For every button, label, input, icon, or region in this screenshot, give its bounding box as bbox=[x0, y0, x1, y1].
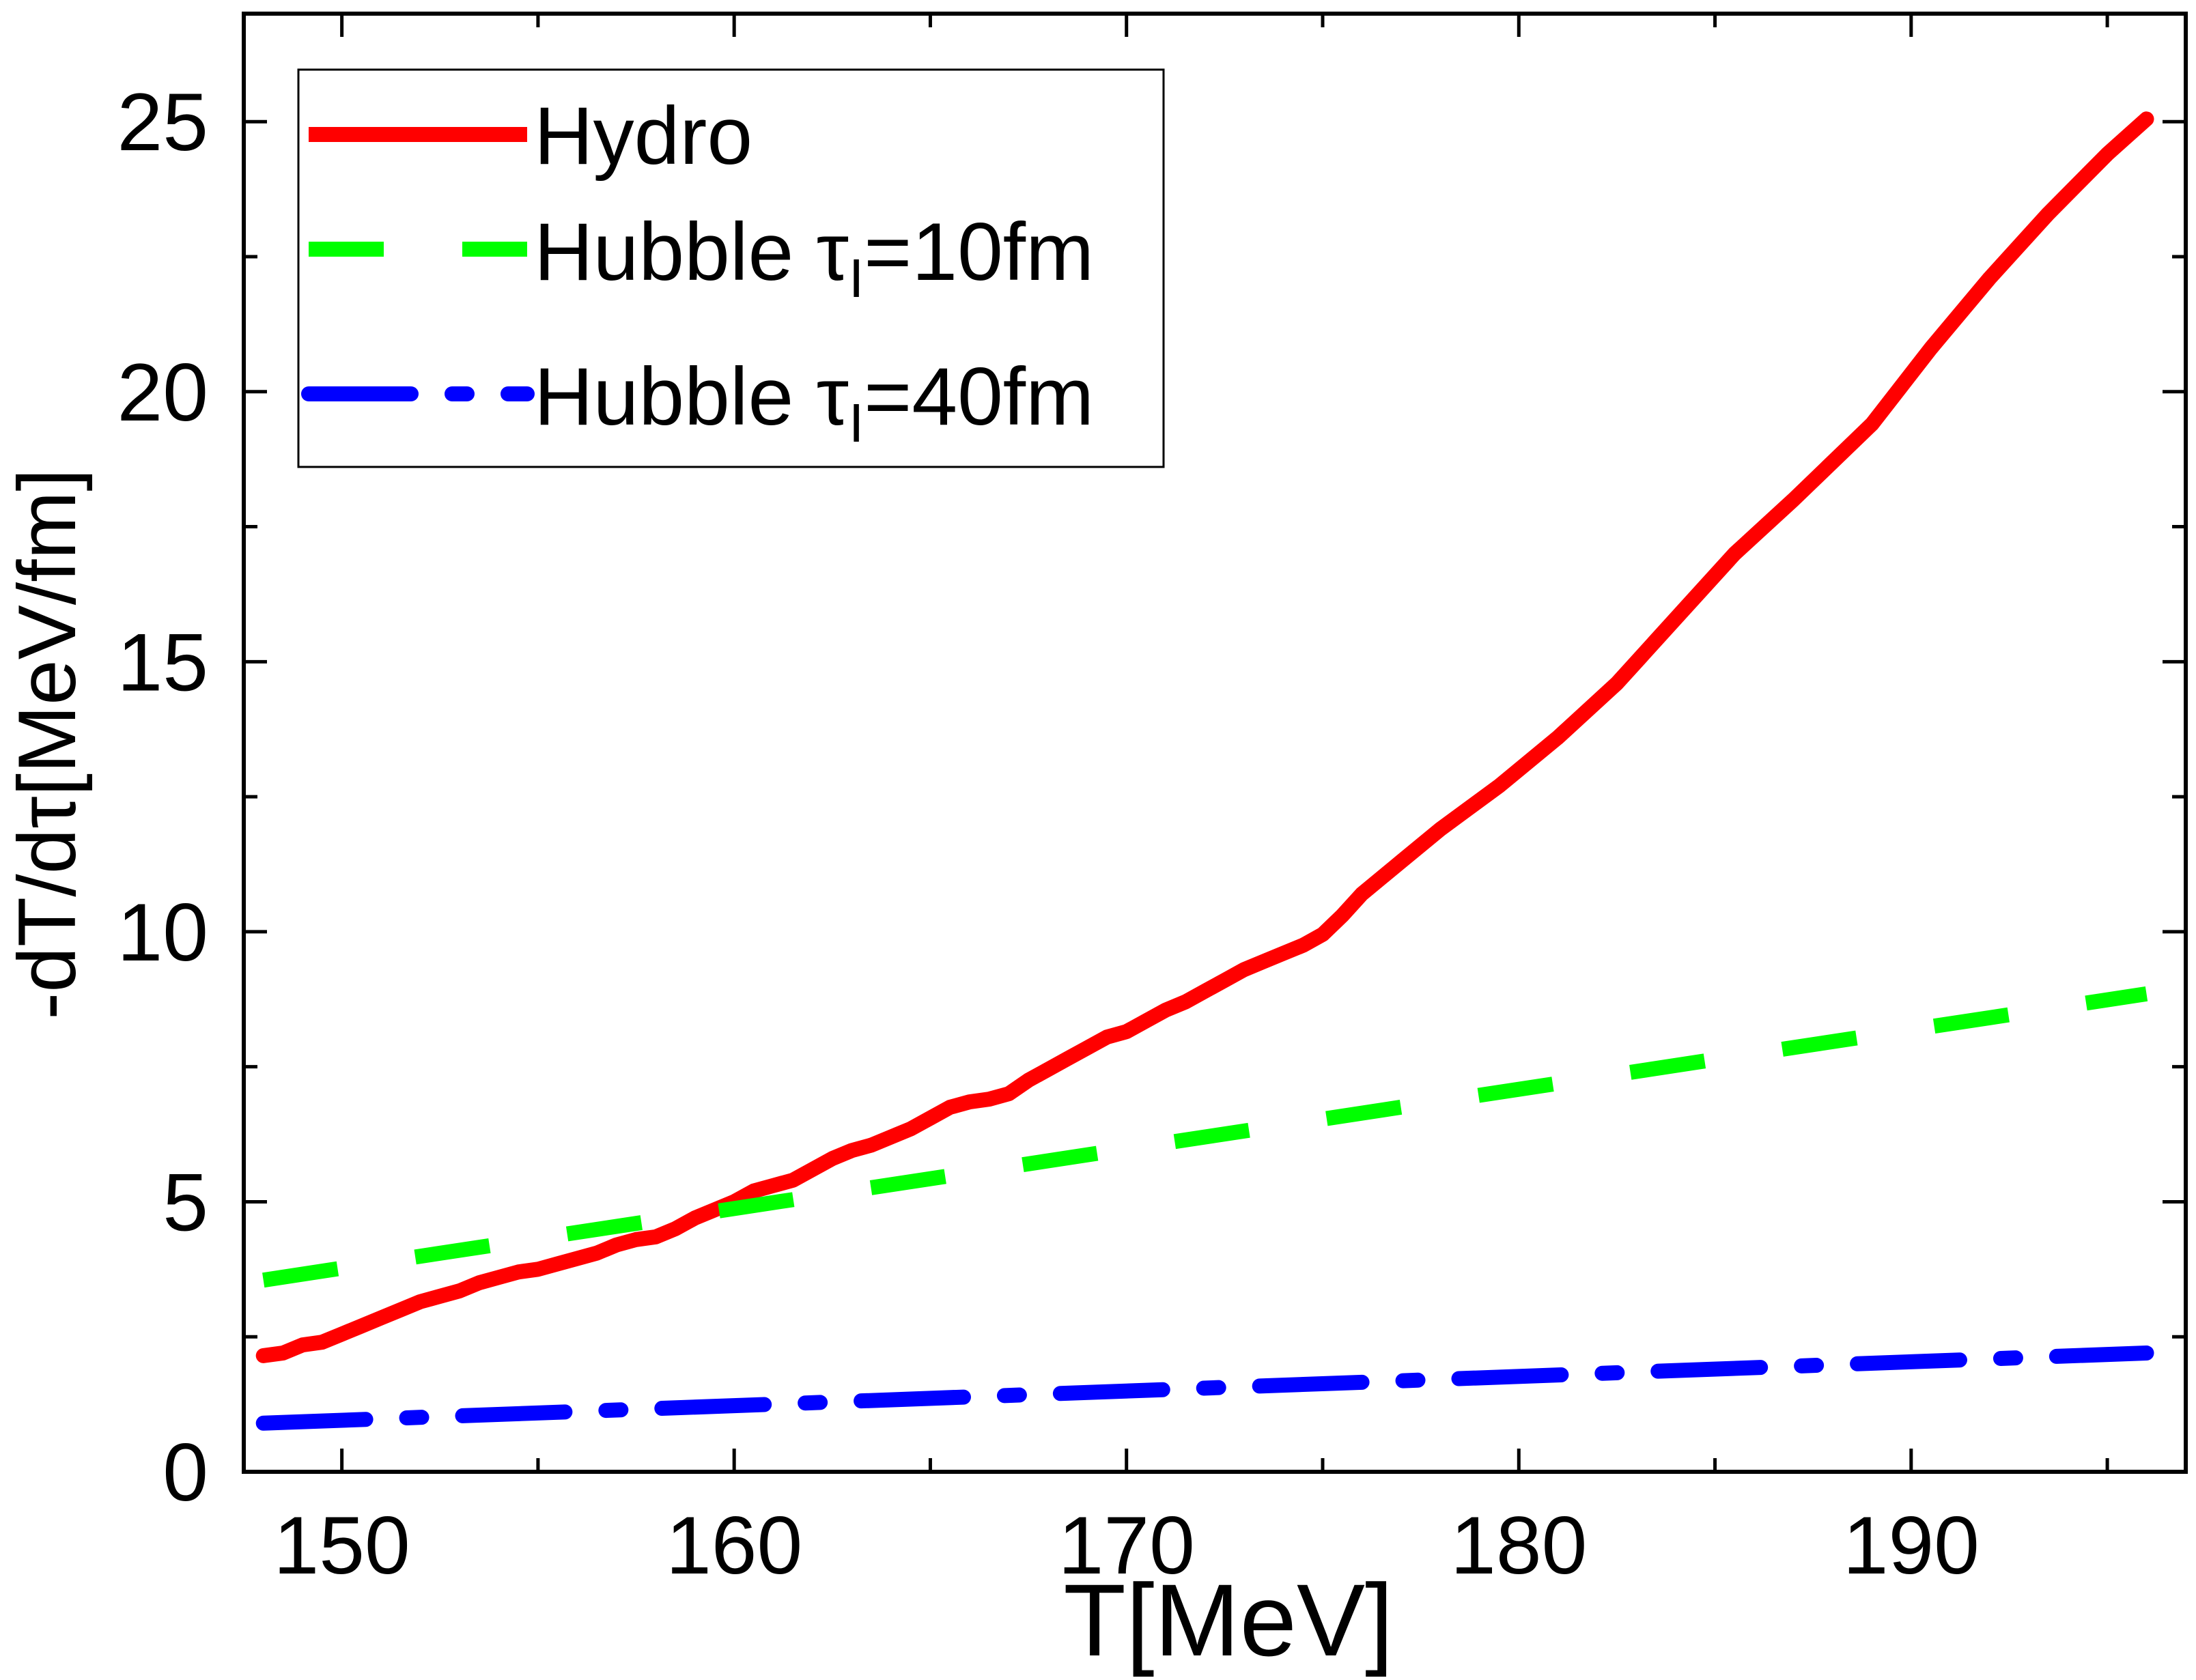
x-tick-label-170: 170 bbox=[1058, 1500, 1195, 1591]
series-line-hubble-i-10fm bbox=[262, 986, 2148, 1288]
series-layer bbox=[255, 111, 2154, 1431]
x-tick-label-160: 160 bbox=[666, 1500, 802, 1591]
y-tick-label-20: 20 bbox=[117, 347, 208, 438]
tick-layer bbox=[244, 14, 2186, 1474]
x-axis-label: T[MeV] bbox=[1063, 1563, 1393, 1677]
legend-label-hubble-10fm: Hubble τI=10fm bbox=[534, 206, 1094, 309]
x-tick-label-150: 150 bbox=[274, 1500, 410, 1591]
series-line-hubble-i-40fm bbox=[255, 1346, 2154, 1431]
plot-frame bbox=[242, 12, 2188, 1474]
x-tick-label-180: 180 bbox=[1450, 1500, 1587, 1591]
y-tick-label-10: 10 bbox=[117, 887, 208, 978]
y-tick-label-15: 15 bbox=[117, 616, 208, 708]
x-tick-label-190: 190 bbox=[1843, 1500, 1980, 1591]
y-tick-label-5: 5 bbox=[163, 1156, 208, 1248]
y-tick-label-25: 25 bbox=[117, 76, 208, 168]
y-axis-label: -dT/dτ[MeV/fm] bbox=[1, 468, 93, 1020]
legend-label-hubble-40fm: Hubble τI=40fm bbox=[534, 351, 1094, 453]
legend-label-hydro: Hydro bbox=[534, 90, 752, 182]
tick-label-layer: 150 160 170 180 190 0 5 10 15 20 25 bbox=[117, 76, 1980, 1591]
legend: Hydro Hubble τI=10fm Hubble τI=40fm bbox=[297, 68, 1165, 468]
y-tick-label-0: 0 bbox=[163, 1427, 208, 1518]
series-line-hydro bbox=[255, 111, 2154, 1363]
